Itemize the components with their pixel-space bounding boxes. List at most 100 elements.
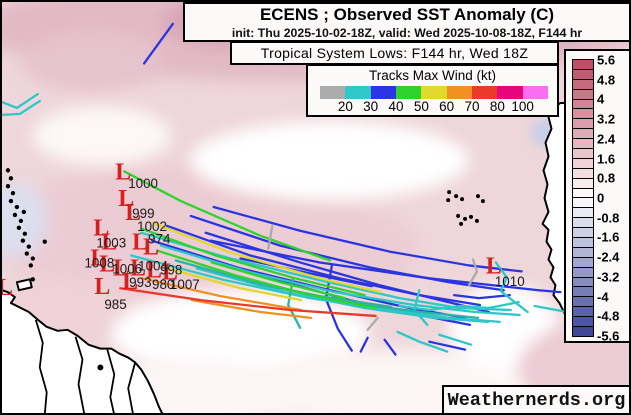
low-pressure-marker: L [94,274,110,300]
sst-colorbar-swatch [573,257,593,268]
sst-colorbar-tick: -5.6 [597,328,620,344]
island-dot [480,199,485,204]
low-pressure-marker: L [113,255,129,281]
island-dot [30,277,35,282]
pressure-label: 1003 [96,236,126,251]
pressure-label: 1004 [138,258,168,273]
sst-colorbar-swatch [573,267,593,278]
wind-legend-tick: 100 [511,99,534,114]
south-america-coastline [2,289,164,413]
sst-colorbar-swatch [573,168,593,179]
sst-colorbar-swatch [573,139,593,150]
cape-verde-islands [446,190,485,226]
island-dot [8,176,14,181]
ensemble-track [142,22,175,65]
sst-colorbar-swatch [573,158,593,169]
island-dot [21,209,27,215]
sst-colorbar-swatch [573,198,593,209]
ensemble-track [398,300,520,312]
ensemble-track [533,304,569,314]
low-pressure-marker: L [122,269,138,295]
pressure-label: 1000 [128,176,158,191]
pressure-label: 993 [129,275,151,290]
tropical-systems-label: Tropical System Lows: F144 hr, Wed 18Z [260,45,529,61]
sst-colorbar-tick: -4.8 [597,308,620,324]
ensemble-track [287,277,302,329]
island-dot [456,213,461,218]
sst-colorbar-swatch [573,129,593,140]
island-dot [447,190,452,195]
island-dot [5,184,11,189]
ensemble-track [190,298,313,320]
ensemble-track [195,267,490,324]
low-pressure-marker: L [486,253,502,279]
ensemble-track [210,261,346,300]
wind-legend-swatch [320,86,346,99]
sst-colorbar-swatch [573,60,593,70]
pressure-label: 985 [104,297,126,312]
wind-legend-title: Tracks Max Wind (kt) [368,68,496,83]
sst-colorbar-swatch [573,109,593,120]
low-pressure-marker: L [162,259,178,285]
watermark-box: Weathernerds.org [442,385,629,413]
sst-colorbar-swatch [573,149,593,159]
ensemble-track [212,205,523,273]
sst-colorbar-tick: 0.8 [597,170,616,186]
island-dot [469,214,473,219]
low-pressure-marker: L [146,257,162,283]
island-dot [24,251,30,256]
ensemble-track [140,227,366,297]
sst-colorbar-swatch [573,327,593,336]
wind-legend-swatch [522,86,548,99]
title-box: ECENS ; Observed SST Anomaly (C) init: T… [183,2,629,42]
pressure-label: 1006 [112,261,142,276]
ensemble-track [2,99,41,117]
trinidad-island [15,278,33,292]
low-pressure-marker: L [130,255,146,281]
sst-colorbar-tick: 4.8 [597,72,616,88]
sst-colorbar-swatch [573,178,593,189]
sst-colorbar-swatch [573,119,593,130]
ensemble-track [438,333,473,346]
pressure-label: 999 [132,206,154,221]
ensemble-track [189,214,505,292]
wind-legend-swatch [471,86,498,99]
sst-colorbar: 5.6 4.8 4 3.2 2.4 1.6 0.8 0 -0.8 -1.6 -2.4 -3.2 -4 -4… [564,49,629,344]
ensemble-track [467,258,479,287]
low-pressure-markers-layer: LLLLLLLLLLLLLLLLL [2,159,502,301]
ensemble-track [267,224,274,250]
sst-colorbar-swatch [573,89,593,100]
sst-colorbar-tick: 2.4 [597,131,616,147]
ensemble-track [239,257,373,288]
island-dot [459,221,464,226]
sst-colorbar-ticks: 5.6 4.8 4 3.2 2.4 1.6 0.8 0 -0.8 -1.6 -2.4 -3.2 -4 -4… [566,51,629,344]
sst-colorbar-tick: -4 [597,289,609,305]
ensemble-track [452,294,511,300]
sst-colorbar-tick: -1.6 [597,229,620,245]
island-dot [446,198,451,203]
sst-colorbar-swatch [573,79,593,90]
wind-legend-swatch [395,86,422,99]
ensemble-track [123,170,332,262]
low-pressure-marker: L [99,251,115,277]
island-dot [18,218,24,224]
pressure-label: 980 [152,277,174,292]
ensemble-track [2,92,39,110]
island-dot [463,216,468,221]
island-dot [475,194,480,199]
page-title: ECENS ; Observed SST Anomaly (C) [259,5,555,24]
sst-colorbar-swatch [573,208,593,219]
island-dot [5,168,11,173]
wind-legend-swatch [497,86,523,99]
pressure-label: 974 [148,232,171,247]
wind-legend: Tracks Max Wind (kt) 20 30 40 50 60 70 80 100 [306,64,559,117]
sst-colorbar-swatch [573,247,593,258]
low-pressure-marker: L [93,216,109,242]
island-dot [26,244,32,249]
island-dot [20,238,26,243]
sst-colorbar-tick: 4 [597,91,605,107]
wind-legend-swatch [421,86,447,99]
low-pressure-marker: L [118,186,134,212]
sst-colorbar-swatch [573,228,593,239]
ensemble-track [366,316,379,331]
